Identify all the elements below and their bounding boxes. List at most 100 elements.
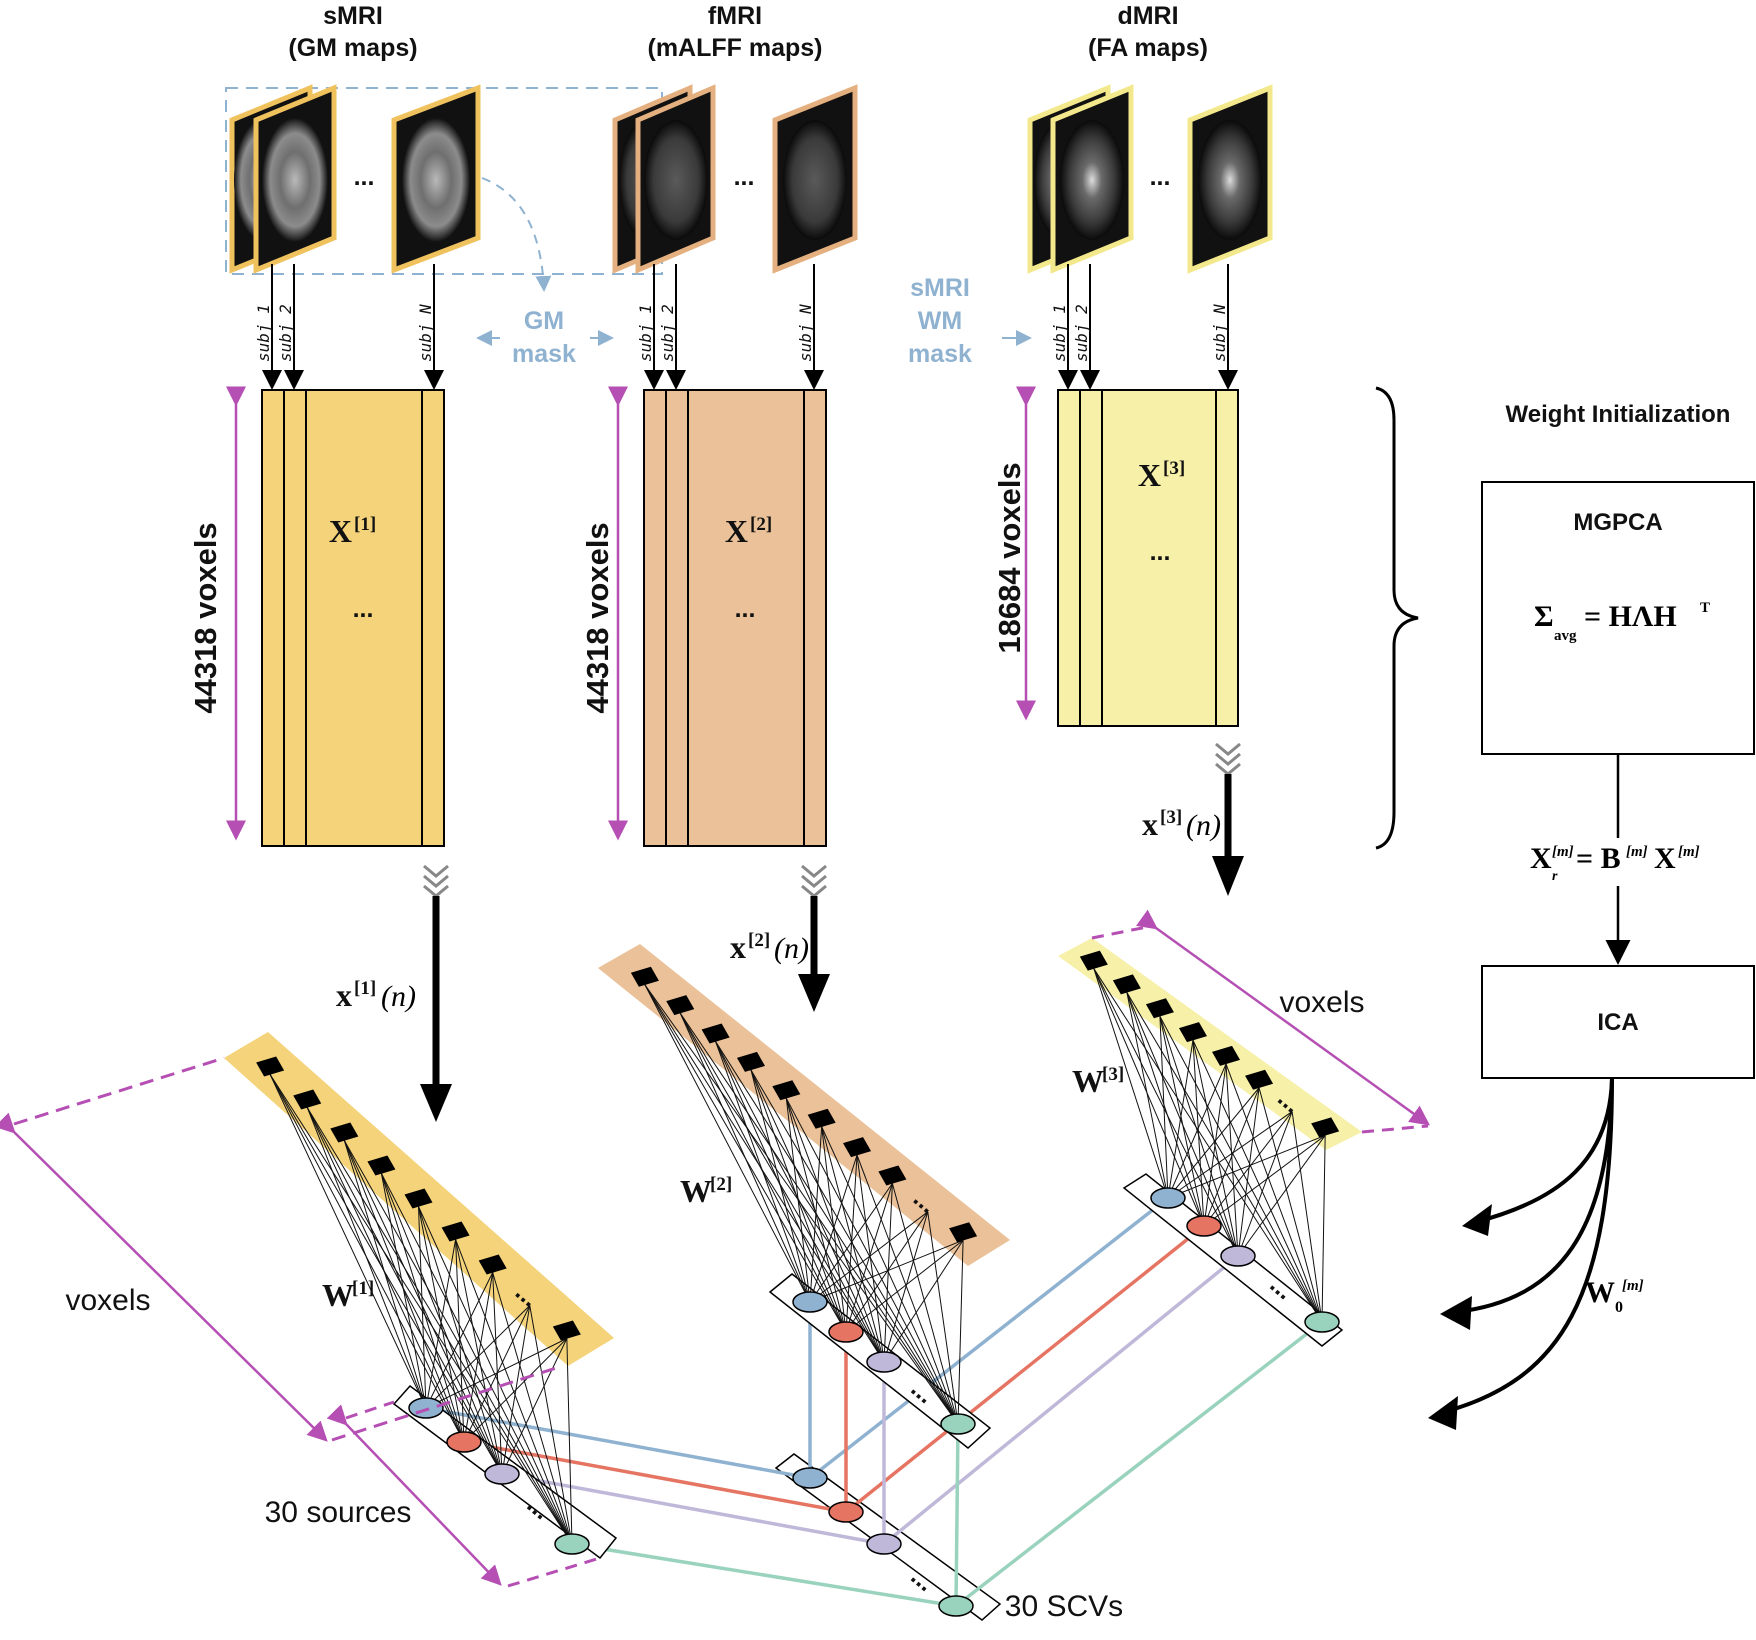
svg-text:[m]: [m] (1678, 844, 1700, 860)
matrix-label: X (725, 513, 748, 549)
w0-superscript: [m] (1622, 1278, 1644, 1294)
transpose-mark: T (1700, 600, 1710, 616)
vector-arg: (n) (381, 980, 416, 1013)
connection-line (785, 1098, 959, 1425)
weight-label: W (1072, 1063, 1104, 1099)
connection-line (809, 1154, 858, 1303)
connection-line (785, 1098, 811, 1303)
voxel-strip (598, 944, 1010, 1266)
svg-text:r: r (1552, 869, 1558, 884)
source-node (554, 1533, 590, 1555)
network-layers: .........W[1]......W[2]......W[3] (0, 909, 1431, 1621)
scv-correspondence-line (501, 1472, 885, 1546)
connection-line (1093, 968, 1169, 1199)
connection-line (418, 1206, 573, 1545)
brain-image (644, 120, 708, 240)
connection-line (1237, 1111, 1293, 1257)
source-node (446, 1431, 482, 1453)
connection-line (845, 1183, 893, 1333)
source-node (1220, 1245, 1256, 1267)
source-node (940, 1413, 976, 1435)
gm-mask-label: GM mask (512, 307, 576, 368)
source-node (1304, 1311, 1340, 1333)
voxel-square (772, 1080, 801, 1101)
sigma-subscript: avg (1554, 628, 1577, 644)
svg-text:= B: = B (1576, 842, 1621, 875)
mgpca-box: MGPCA Σ avg = HΛH T (1481, 481, 1755, 755)
connection-line (1167, 1134, 1326, 1199)
connection-line (343, 1140, 427, 1409)
ica-label: ICA (1597, 1009, 1638, 1036)
vector-label: x (1142, 806, 1158, 842)
connection-line (750, 1069, 811, 1303)
source-node (792, 1291, 828, 1313)
connection-line (529, 1305, 573, 1545)
vector-arg: (n) (1186, 809, 1221, 842)
weight-index: [3] (1102, 1064, 1124, 1085)
voxels-dimension-arrow (1135, 909, 1431, 1126)
connection-line (425, 1305, 531, 1409)
connection-line (1167, 1111, 1293, 1199)
voxel-square (843, 1137, 872, 1158)
connection-line (883, 1239, 964, 1363)
voxel-count-label: 18684 voxels (992, 462, 1027, 653)
weight-init-title: Weight Initialization (1506, 401, 1731, 428)
connection-line (425, 1338, 568, 1409)
header-title: fMRI (708, 2, 762, 30)
matrix-ellipsis: ... (735, 595, 756, 623)
voxel-square (552, 1320, 581, 1341)
header-fmri: fMRI (mALFF maps) (648, 2, 823, 62)
scv-correspondence-line (571, 1542, 957, 1608)
fmri-slices: ... (612, 84, 858, 274)
svg-text:X: X (1530, 842, 1552, 875)
voxel-square (878, 1165, 907, 1186)
connection-line (809, 1183, 893, 1303)
sources-label: 30 sources (265, 1496, 412, 1529)
sources-dimension-dash (345, 1400, 395, 1420)
sources-dimension-dash (507, 1556, 601, 1588)
slices-ellipsis: ... (734, 163, 755, 191)
connection-line (715, 1041, 959, 1425)
connection-line (679, 1012, 811, 1303)
voxel-square (949, 1222, 978, 1243)
weight-label: W (322, 1277, 354, 1313)
voxels-dimension-dash (331, 1366, 557, 1442)
dimension-arrows (0, 909, 1431, 1588)
voxel-square (666, 995, 695, 1016)
source-node (484, 1463, 520, 1485)
connection-line (492, 1272, 573, 1545)
voxel-square (256, 1056, 285, 1077)
sigma-symbol: Σ (1534, 600, 1554, 633)
svg-text:GM: GM (524, 307, 564, 335)
vector-index: [2] (748, 930, 770, 951)
scv-node (828, 1501, 864, 1523)
connection-line (1237, 1135, 1326, 1257)
matrix-ellipsis: ... (1150, 538, 1171, 566)
wm-mask-label: sMRI WM mask (908, 274, 972, 368)
subject-label: subj 2 (658, 304, 677, 362)
connection-line (418, 1206, 427, 1409)
subject-label: subj 2 (1072, 304, 1091, 362)
scv-node (938, 1595, 974, 1617)
subject-arrows-smri: subj 1 subj 2 subj N (254, 264, 444, 390)
subject-arrows-dmri: subj 1 subj 2 subj N (1050, 264, 1238, 390)
slices-ellipsis: ... (354, 163, 375, 191)
matrix-index: [2] (750, 514, 772, 535)
connection-line (715, 1041, 811, 1303)
brain-image (262, 118, 328, 242)
subject-label: subj N (416, 304, 435, 362)
svg-text:mask: mask (908, 340, 972, 368)
voxel-square (367, 1155, 396, 1176)
connection-line (501, 1338, 568, 1475)
connection-line (856, 1154, 959, 1425)
header-title: sMRI (323, 2, 383, 30)
connection-line (883, 1211, 929, 1363)
smri-slices: ... (225, 84, 663, 275)
connection-line (425, 1239, 457, 1409)
matrix-x3: X [3] ... (1057, 389, 1239, 727)
vector-index: [3] (1160, 807, 1182, 828)
header-title: dMRI (1117, 2, 1178, 30)
scv-node (866, 1533, 902, 1555)
voxel-square (478, 1254, 507, 1275)
weight-label: W (680, 1173, 712, 1209)
